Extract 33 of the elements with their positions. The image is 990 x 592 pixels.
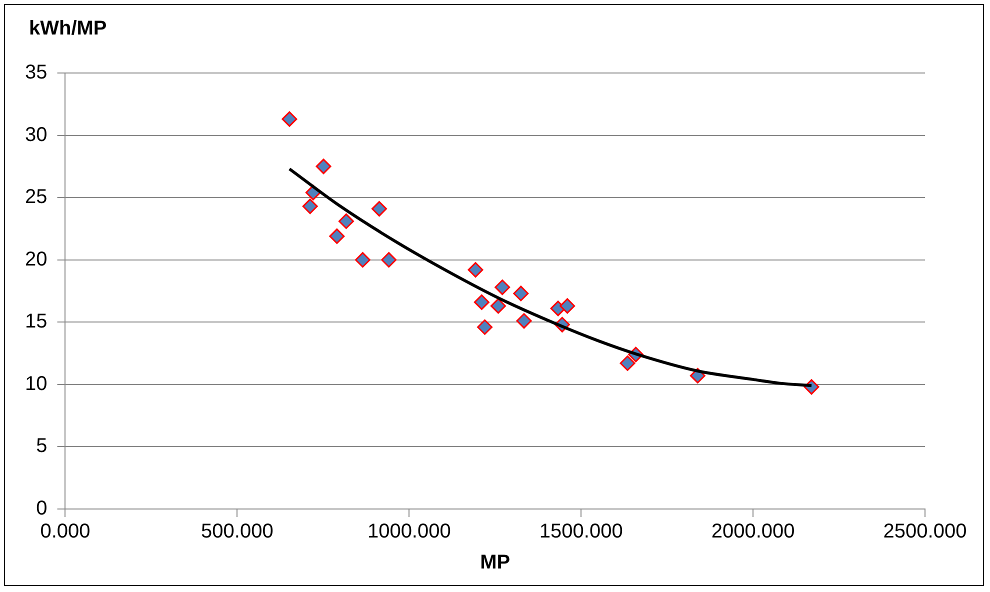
x-axis-title: MP — [480, 552, 510, 574]
x-tick-label: 1500.000 — [539, 520, 623, 543]
point — [316, 158, 332, 174]
point — [329, 228, 345, 244]
x-tick-label: 0.000 — [40, 520, 90, 543]
y-tick-label: 10 — [24, 372, 48, 395]
point — [282, 111, 298, 127]
point — [371, 201, 387, 217]
x-tick-label: 2000.000 — [711, 520, 795, 543]
y-axis-title: kWh/MP — [29, 18, 107, 40]
point — [560, 298, 576, 314]
point — [302, 198, 318, 214]
x-tick-label: 500.000 — [201, 520, 274, 543]
y-tick-label: 30 — [24, 124, 48, 146]
point — [490, 298, 506, 314]
point — [494, 280, 510, 296]
y-tick-label: 15 — [24, 310, 48, 333]
x-tick-label: 2500.000 — [883, 520, 967, 543]
point — [516, 313, 532, 329]
y-tick-label: 20 — [24, 248, 48, 270]
y-tick-label: 25 — [24, 186, 48, 208]
point — [338, 213, 354, 229]
point — [354, 252, 370, 268]
y-tick-label: 35 — [24, 62, 48, 84]
point — [477, 319, 493, 335]
point — [474, 294, 490, 310]
y-tick-label: 0 — [36, 498, 48, 520]
point — [381, 252, 397, 268]
x-tick-label: 1000.000 — [367, 520, 451, 543]
point — [513, 286, 529, 302]
point — [468, 262, 484, 278]
y-tick-label: 5 — [36, 435, 48, 458]
point — [620, 356, 636, 371]
